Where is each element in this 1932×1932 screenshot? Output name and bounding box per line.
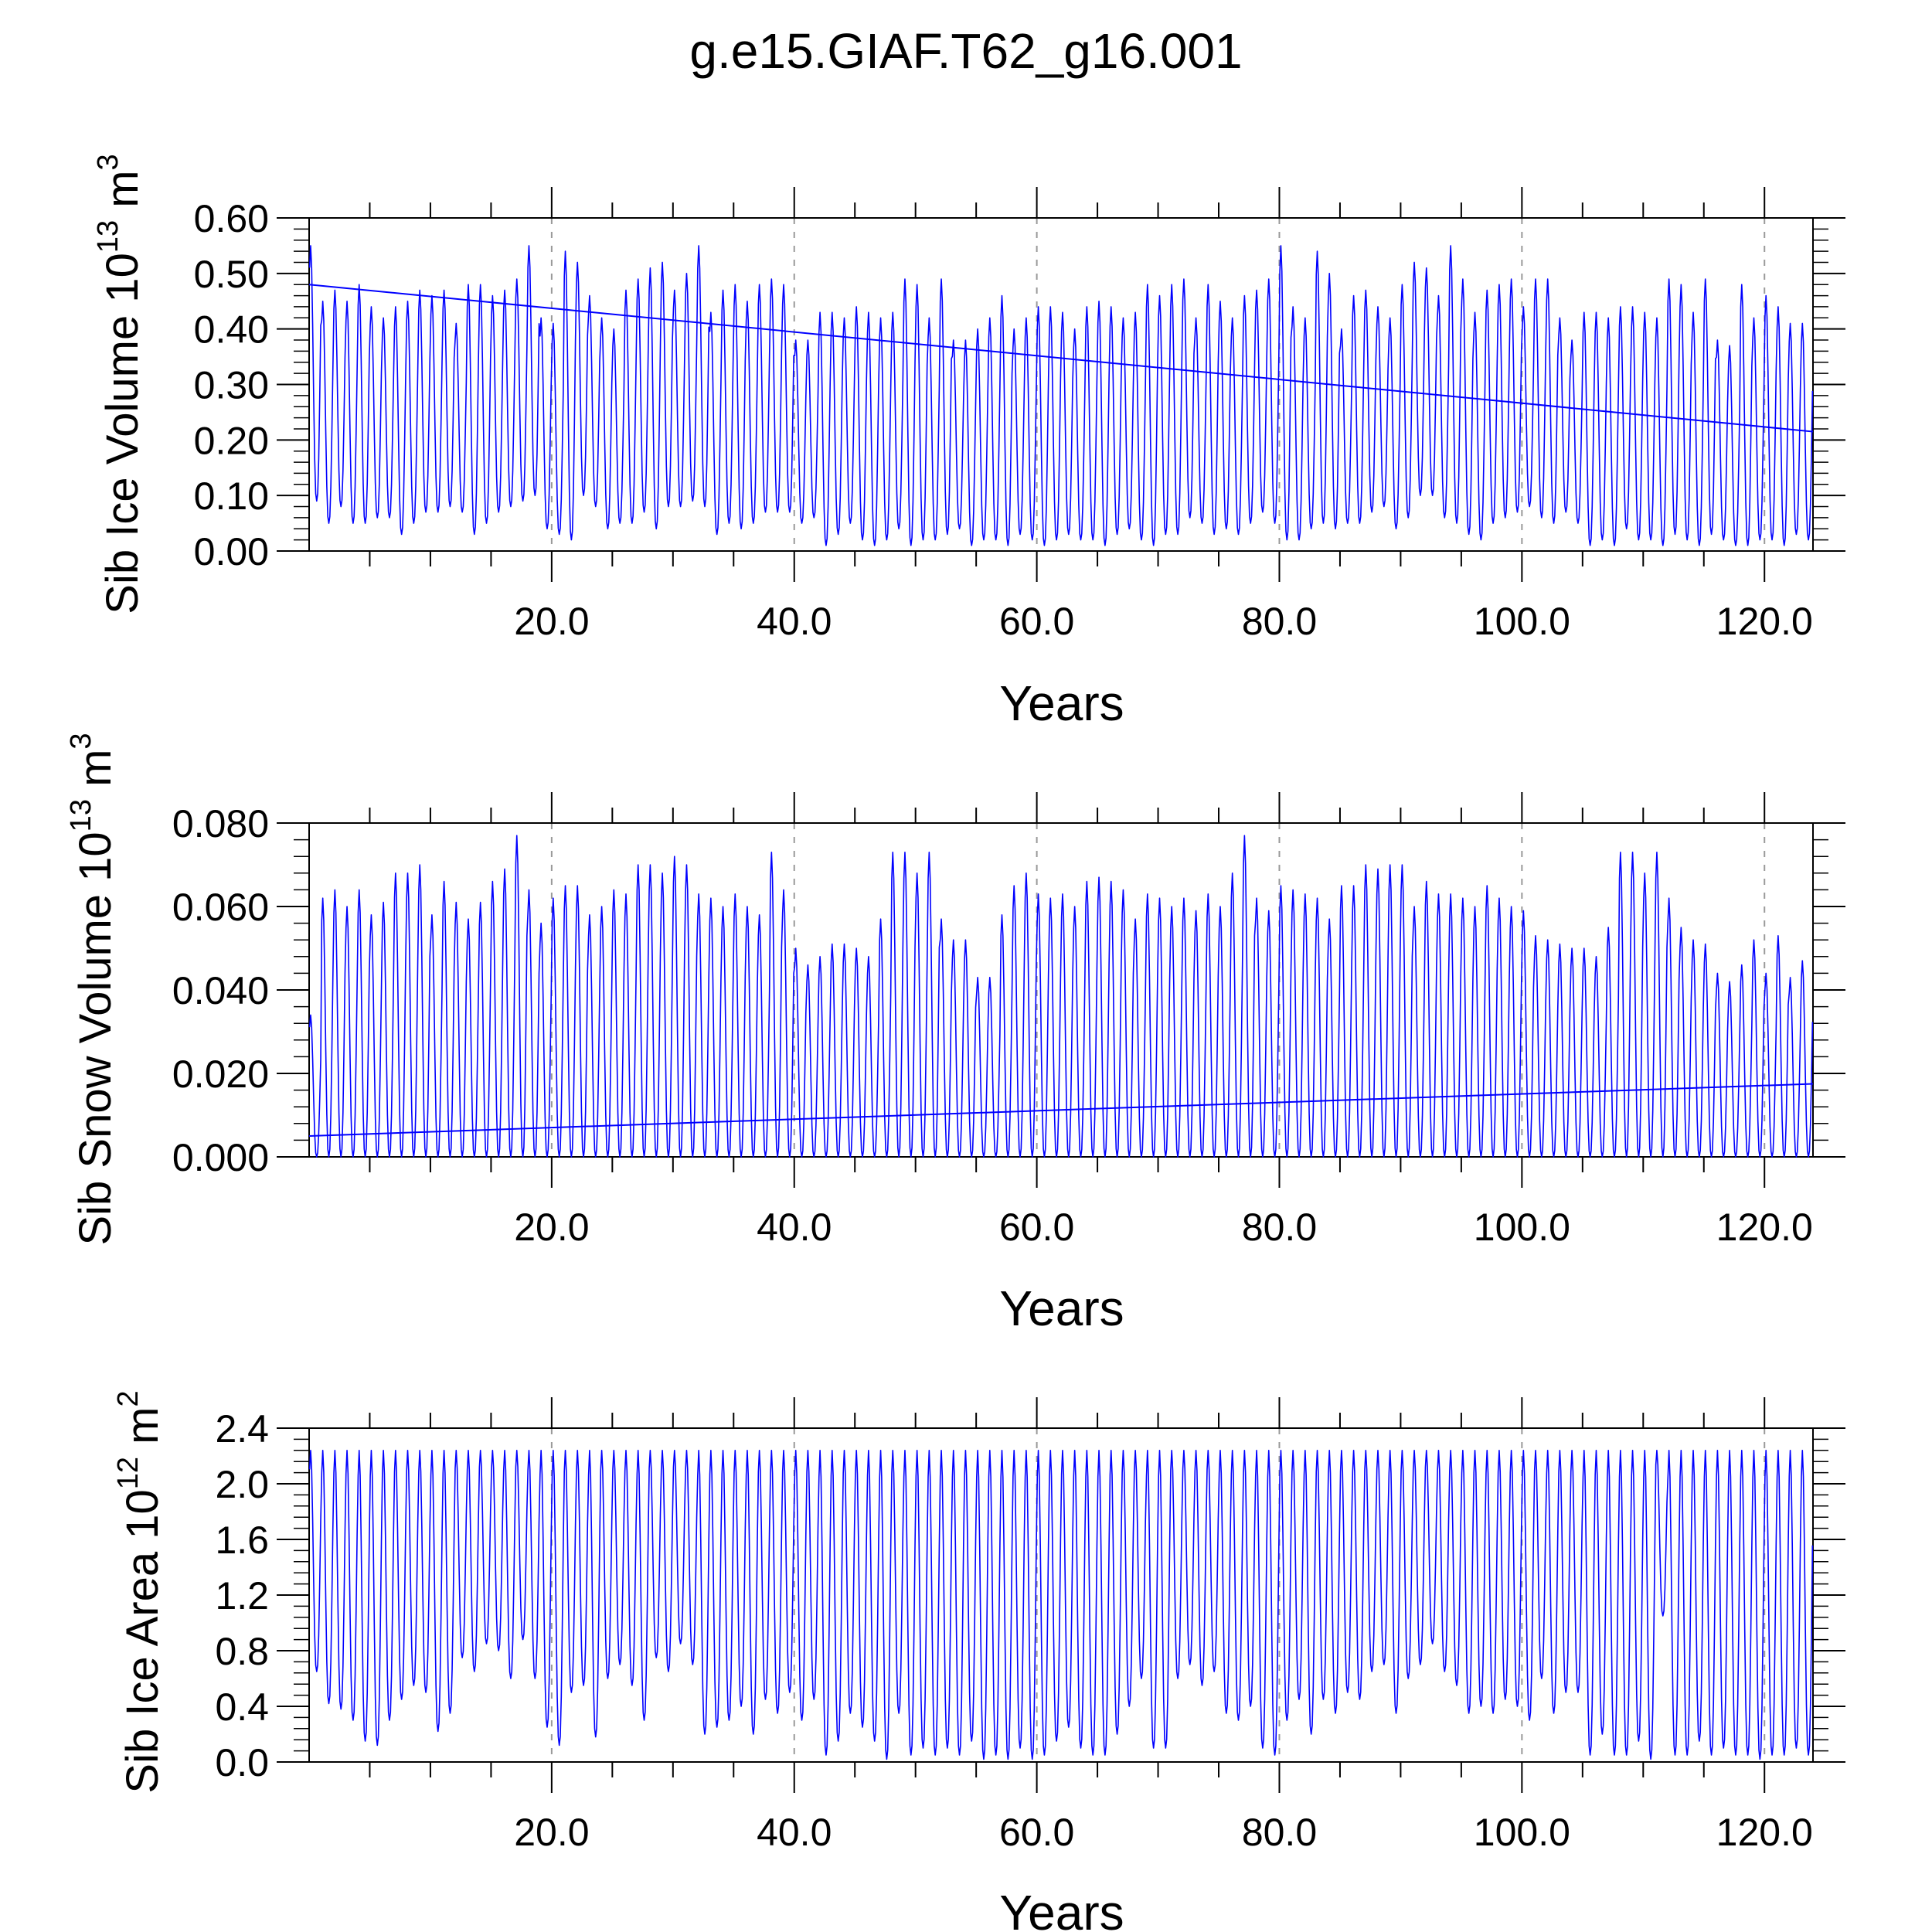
y-tick-label: 0.000 [172, 1136, 269, 1179]
x-tick-label: 40.0 [757, 1206, 832, 1249]
y-tick-label: 0.020 [172, 1053, 269, 1096]
panel-ice-area: Years Sib Ice Area 1012 m2 20.0 40.0 60.0 8… [112, 1390, 1845, 1932]
y-tick-label: 0.040 [172, 969, 269, 1012]
y-tick-label: 0.30 [194, 364, 269, 407]
y-tick-label: 0.8 [215, 1630, 269, 1673]
y-tick-label: 0.60 [194, 197, 269, 240]
x-tick-label: 100.0 [1474, 600, 1570, 643]
y-tick-label: 2.0 [215, 1463, 269, 1506]
y-tick-label: 0.060 [172, 886, 269, 929]
y-tick-label: 0.4 [215, 1685, 269, 1729]
y-tick-label: 0.080 [172, 802, 269, 845]
panel-snow-volume-ylabel: Sib Snow Volume 1013 m3 [65, 733, 121, 1245]
x-tick-label: 120.0 [1716, 1811, 1813, 1854]
series-line-snow-volume [308, 835, 1814, 1158]
y-tick-label: 0.50 [194, 253, 269, 296]
x-tick-label: 80.0 [1242, 1206, 1317, 1249]
x-tick-label: 20.0 [514, 600, 589, 643]
x-tick-label: 60.0 [999, 600, 1074, 643]
x-tick-label: 20.0 [514, 1811, 589, 1854]
x-tick-label: 100.0 [1474, 1206, 1570, 1249]
panel-ice-area-xlabel: Years [999, 1885, 1124, 1932]
y-tick-label: 0.20 [194, 419, 269, 462]
y-tick-label: 2.4 [215, 1407, 269, 1451]
series-line-ice-volume [308, 245, 1814, 546]
panel-ice-volume: Years Sib Ice Volume 1013 m3 20.0 40.0 60.… [92, 154, 1845, 731]
x-tick-label: 80.0 [1242, 1811, 1317, 1854]
x-tick-label: 100.0 [1474, 1811, 1570, 1854]
figure-title: g.e15.GIAF.T62_g16.001 [689, 23, 1242, 79]
y-tick-label: 1.6 [215, 1519, 269, 1562]
x-tick-label: 40.0 [757, 1811, 832, 1854]
y-tick-label: 0.00 [194, 530, 269, 573]
trend-line-snow-volume [308, 1083, 1814, 1137]
x-tick-label: 120.0 [1716, 600, 1813, 643]
panel-snow-volume: Years Sib Snow Volume 1013 m3 20.0 40.0 60… [65, 733, 1845, 1336]
x-tick-label: 120.0 [1716, 1206, 1813, 1249]
panel-ice-volume-xlabel: Years [999, 675, 1124, 731]
panel-ice-volume-ylabel: Sib Ice Volume 1013 m3 [92, 154, 148, 614]
x-tick-label: 20.0 [514, 1206, 589, 1249]
y-tick-label: 0.40 [194, 308, 269, 352]
panel-ice-area-ylabel: Sib Ice Area 1012 m2 [112, 1390, 168, 1793]
trend-line-ice-volume [308, 284, 1814, 433]
y-tick-label: 0.0 [215, 1741, 269, 1784]
panel-snow-volume-xlabel: Years [999, 1281, 1124, 1336]
y-tick-label: 0.10 [194, 474, 269, 518]
x-tick-label: 60.0 [999, 1206, 1074, 1249]
series-line-ice-area [308, 1450, 1814, 1760]
x-tick-label: 40.0 [757, 600, 832, 643]
y-tick-label: 1.2 [215, 1574, 269, 1617]
x-tick-label: 80.0 [1242, 600, 1317, 643]
x-tick-label: 60.0 [999, 1811, 1074, 1854]
